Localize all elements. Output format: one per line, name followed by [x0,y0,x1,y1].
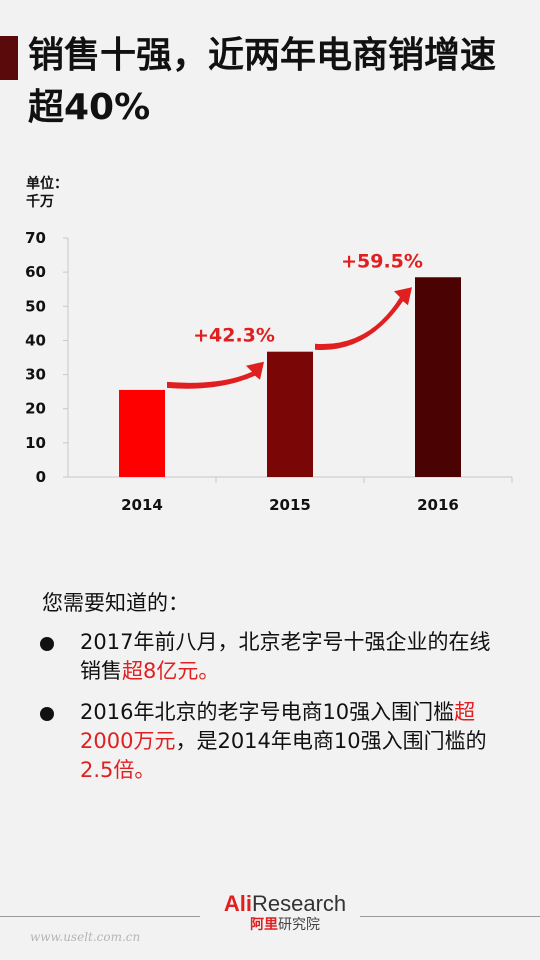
highlight-text: 超2000万元 [80,700,476,753]
highlight-text: 2.5倍。 [80,758,156,782]
y-tick-label: 70 [25,229,46,247]
bar-2016 [415,277,461,477]
y-tick-label: 10 [25,434,46,452]
growth-rate-label: +59.5% [341,250,423,272]
growth-arrow-shape [315,287,412,350]
footer-divider-left [0,916,200,917]
body-text: 2017年前八月，北京老字号十强企业的在线销售 [80,630,491,683]
growth-arrow-icon [315,287,412,350]
bullet-list: 2017年前八月，北京老字号十强企业的在线销售超8亿元。 2016年北京的老字号电… [40,628,510,797]
y-tick-label: 0 [36,468,46,486]
bar-2014 [119,389,165,477]
unit-label-line1: 单位： [26,176,68,192]
bullet-dot-icon [40,637,54,651]
unit-label: 单位： 千万 [26,175,68,211]
y-tick-label: 40 [25,331,46,349]
bullet-item: 2017年前八月，北京老字号十强企业的在线销售超8亿元。 [40,628,510,686]
bar-2015 [267,351,313,477]
x-tick-label: 2016 [417,496,459,514]
aliresearch-logo: AliResearch 阿里研究院 [205,892,365,934]
logo-research: Research [251,891,347,916]
logo-sub-red: 阿里 [250,917,278,933]
x-tick-label: 2014 [121,496,163,514]
logo-wordmark: AliResearch [205,892,365,916]
bullet-text: 2016年北京的老字号电商10强入围门槛超2000万元，是2014年电商10强入… [80,698,510,785]
subhead: 您需要知道的： [42,591,189,615]
bullet-dot-icon [40,707,54,721]
y-tick-label: 30 [25,366,46,384]
watermark: www.uselt.com.cn [30,930,141,944]
x-tick-label: 2015 [269,496,311,514]
growth-arrow-icon [167,361,264,389]
y-tick-label: 60 [25,263,46,281]
bullet-item: 2016年北京的老字号电商10强入围门槛超2000万元，是2014年电商10强入… [40,698,510,785]
y-tick-label: 20 [25,400,46,418]
body-text: ，是2014年电商10强入围门槛的 [175,729,487,753]
title-accent-bar [0,36,18,80]
body-text: 2016年北京的老字号电商10强入围门槛 [80,700,455,724]
bullet-text: 2017年前八月，北京老字号十强企业的在线销售超8亿元。 [80,628,510,686]
y-tick-label: 50 [25,297,46,315]
page-title: 销售十强，近两年电商销增速超40% [28,35,497,128]
bar-chart: 0 10 20 30 40 50 60 70 2014 2015 2016 +42.3% +59.5% [25,229,513,514]
logo-sub-rest: 研究院 [278,917,320,933]
footer-divider-right [360,916,540,917]
logo-subtitle: 阿里研究院 [205,916,365,934]
growth-rate-label: +42.3% [193,325,275,347]
logo-ali: Ali [223,891,252,916]
growth-arrow-shape [167,361,264,389]
highlight-text: 超8亿元。 [122,659,220,683]
unit-label-line2: 千万 [26,194,54,210]
